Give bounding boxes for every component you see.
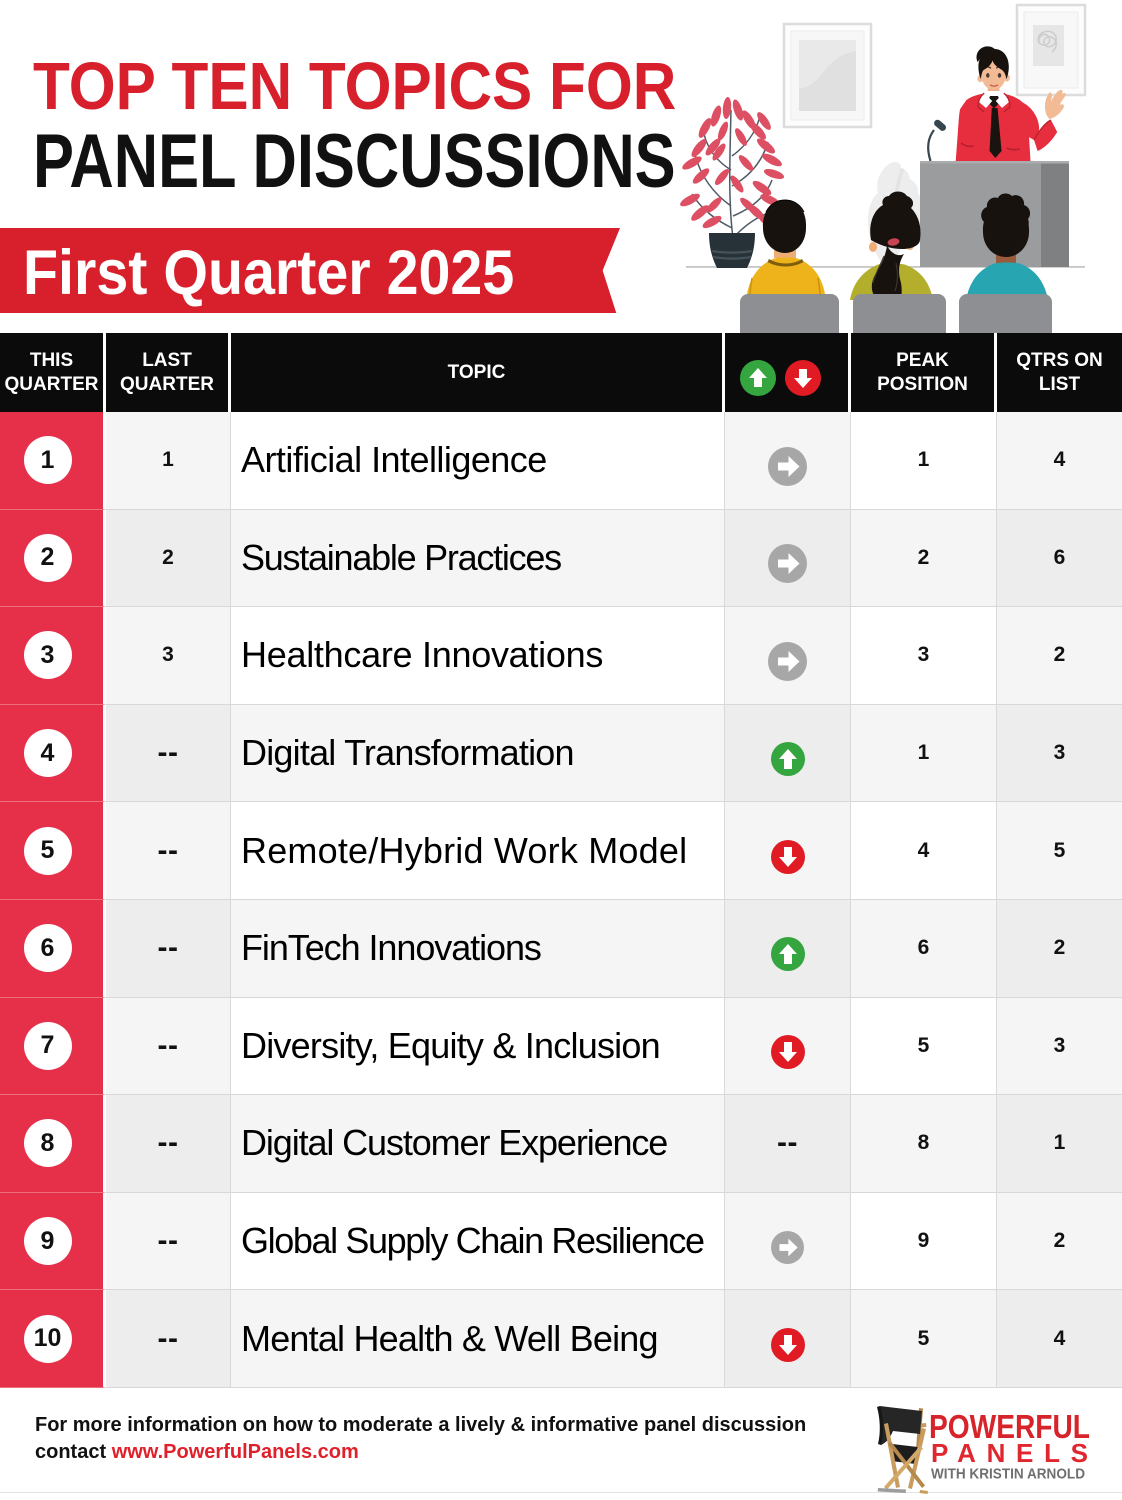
svg-text:WITH KRISTIN ARNOLD: WITH KRISTIN ARNOLD (931, 1466, 1085, 1483)
svg-text:POWERFUL: POWERFUL (929, 1408, 1090, 1445)
